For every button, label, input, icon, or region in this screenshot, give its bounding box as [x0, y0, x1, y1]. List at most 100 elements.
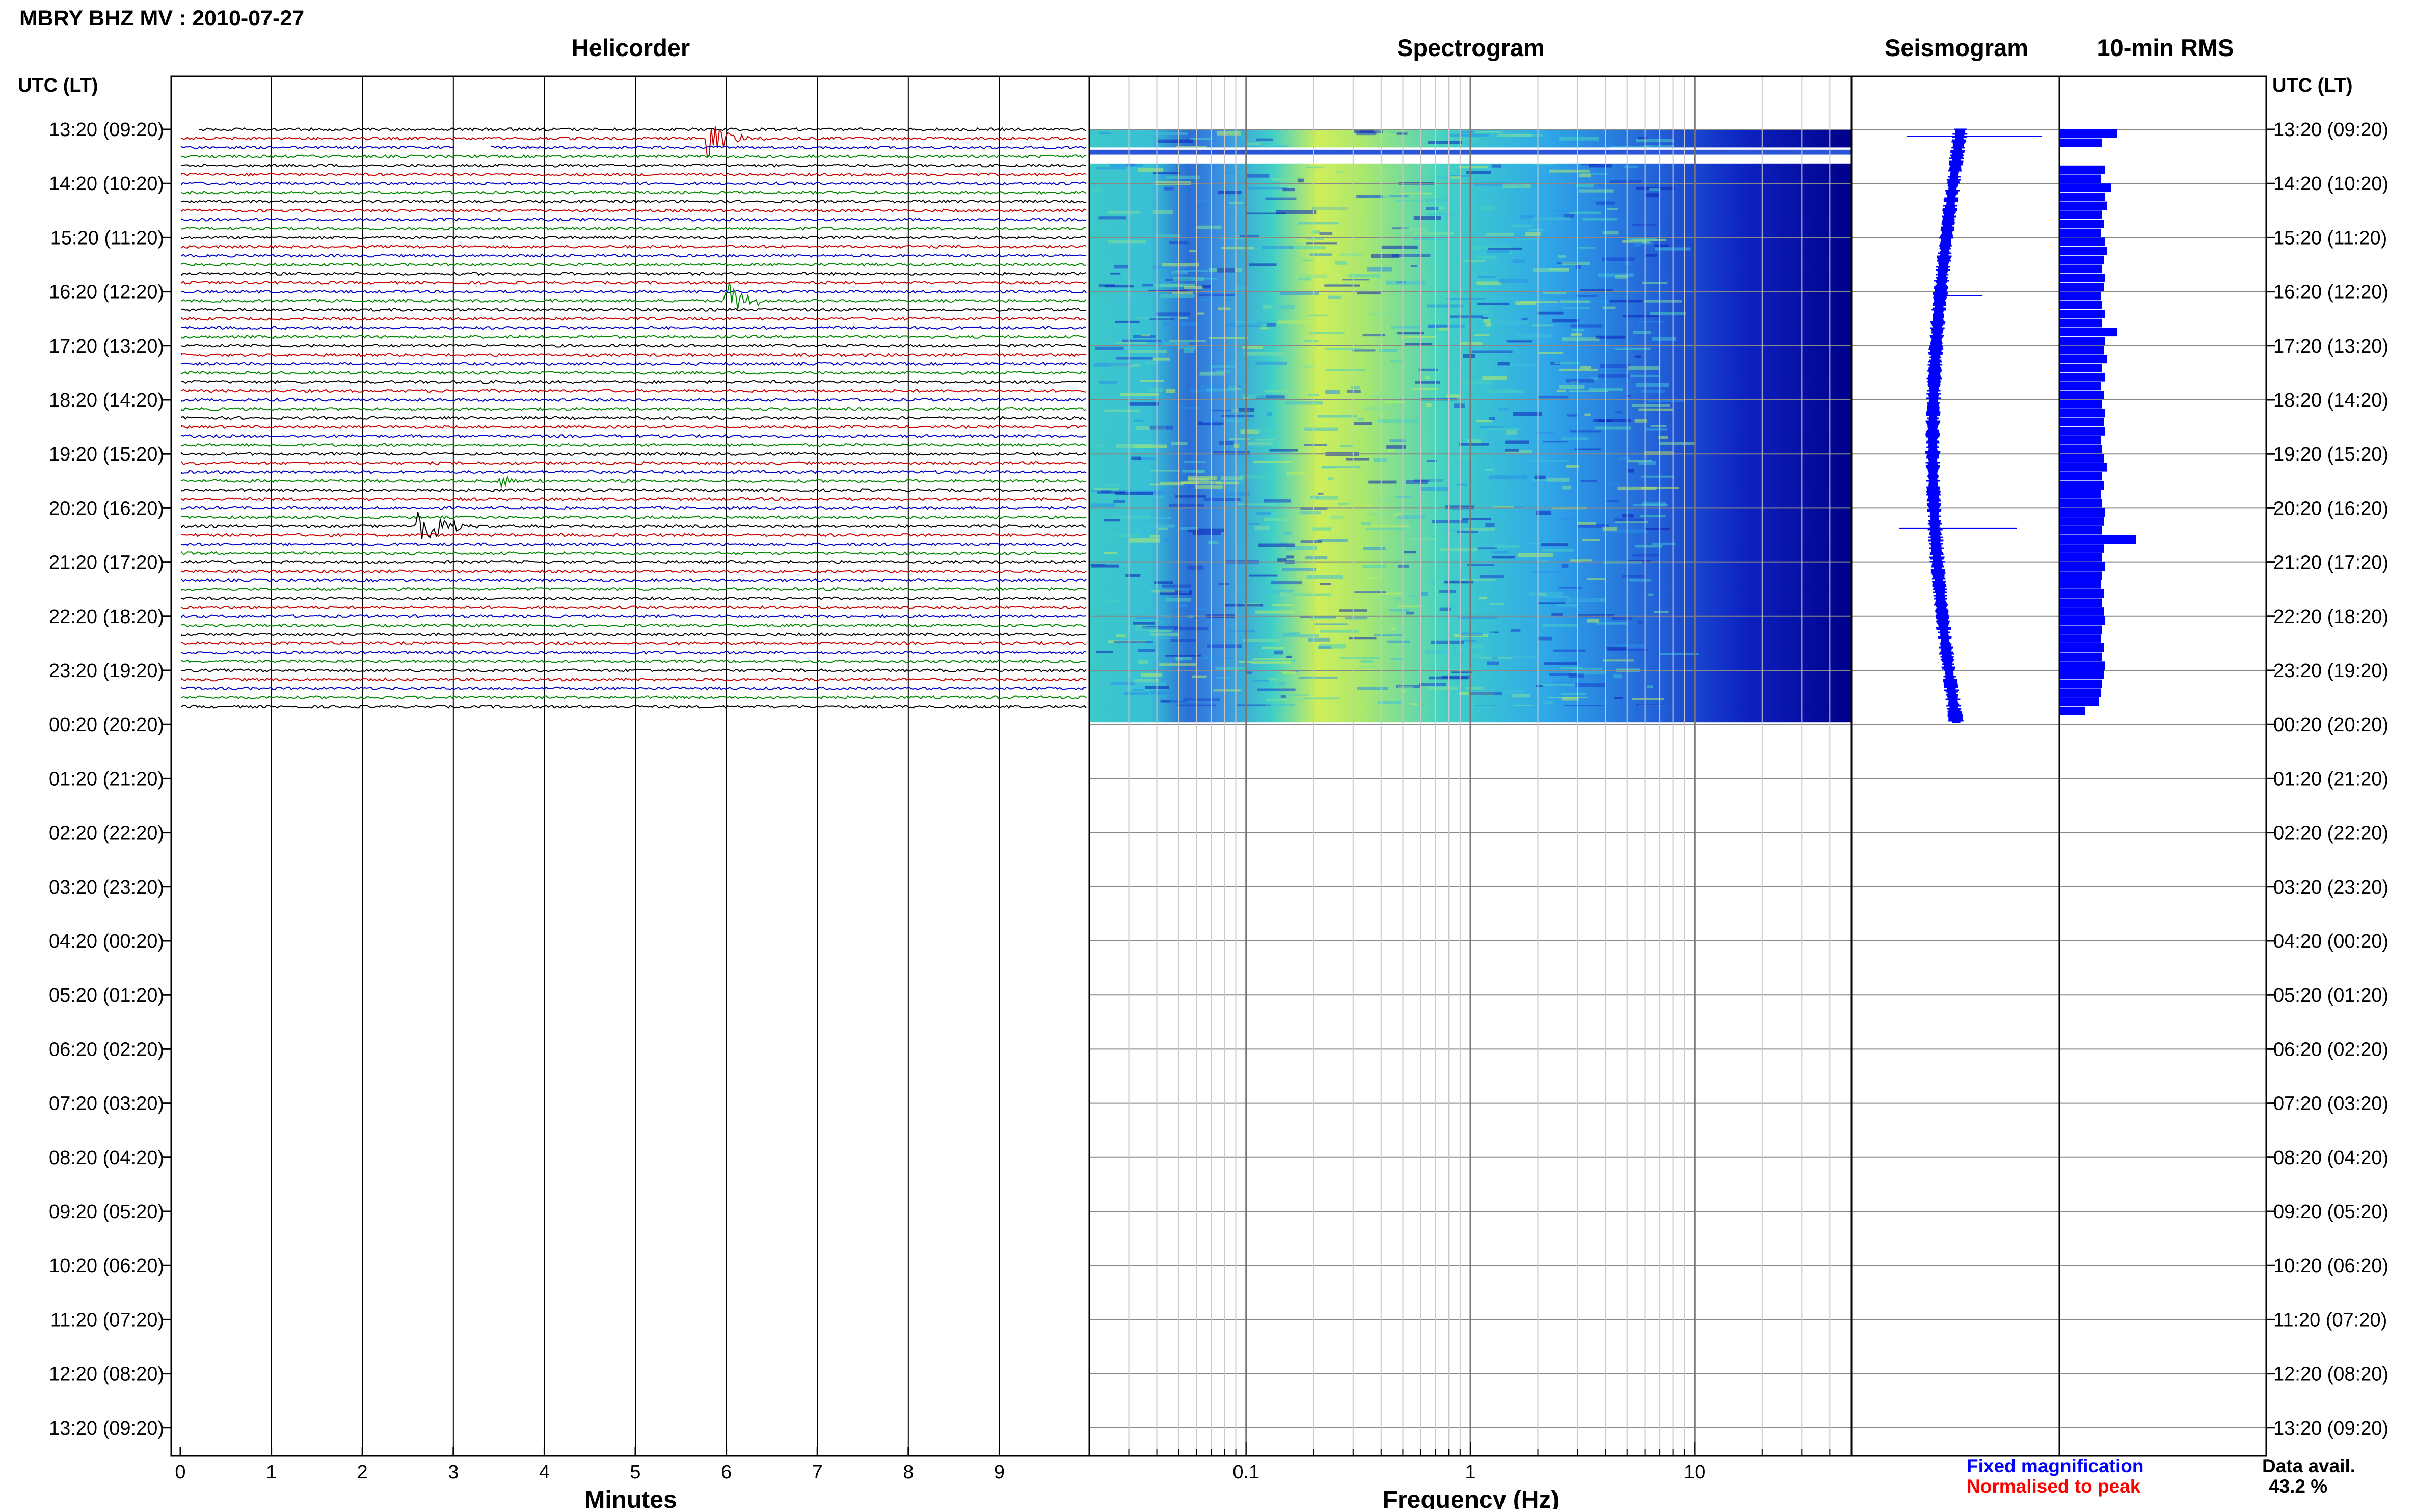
spectrogram-streak: [1346, 458, 1370, 461]
spectrogram-streak: [1115, 342, 1147, 344]
spectrogram-streak: [1264, 390, 1298, 393]
spectrogram-streak: [1588, 164, 1612, 168]
spectrogram-streak: [1216, 481, 1239, 485]
spectrogram-streak: [1210, 410, 1241, 412]
spectrogram-streak: [1427, 304, 1464, 308]
spectrogram-streak: [1626, 237, 1657, 242]
time-label-left: 05:20 (01:20): [49, 985, 164, 1006]
spectrogram-streak: [1370, 395, 1398, 397]
spectrogram-streak: [1356, 195, 1383, 198]
rms-bar: [2059, 345, 2104, 355]
spectrogram-streak: [1318, 644, 1346, 649]
rms-bar: [2059, 282, 2104, 291]
minute-tick-label: 4: [539, 1462, 550, 1483]
spectrogram-streak: [1534, 475, 1546, 480]
spectrogram-streak: [1304, 340, 1319, 342]
spectrogram-streak: [1322, 466, 1361, 468]
spectrogram-streak: [1250, 661, 1291, 664]
spectrogram-streak: [1147, 132, 1188, 135]
spectrogram-streak: [1128, 350, 1167, 353]
spectrogram-streak: [1104, 519, 1120, 522]
helicorder-trace-row: [181, 334, 1087, 339]
spectrogram-streak: [1543, 701, 1553, 704]
spectrogram-streak: [1554, 681, 1595, 683]
spectrogram-streak: [1160, 481, 1199, 484]
spectrogram-streak: [1446, 394, 1461, 398]
spectrogram-streak: [1544, 662, 1577, 665]
spectrogram-streak: [1425, 376, 1430, 380]
spectrogram-streak: [1506, 690, 1524, 693]
spectrogram-streak: [1177, 345, 1197, 349]
spectrogram-streak: [1291, 593, 1331, 596]
figure-title: MBRY BHZ MV : 2010-07-27: [19, 6, 304, 31]
spectrogram-streak: [1541, 543, 1568, 546]
spectrogram-streak: [1110, 164, 1143, 167]
panel-title-seismogram: Seismogram: [1885, 34, 2028, 61]
spectrogram-streak: [1345, 617, 1368, 620]
spectrogram-streak: [1308, 314, 1328, 317]
spectrogram-streak: [1427, 213, 1467, 216]
rms-bar: [2059, 634, 2101, 643]
spectrogram-streak: [1162, 342, 1189, 346]
time-label-right: 08:20 (04:20): [2273, 1147, 2389, 1169]
spectrogram-streak: [1475, 255, 1497, 259]
spectrogram-streak: [1505, 440, 1529, 444]
spectrogram-streak: [1563, 214, 1575, 218]
spectrogram-streak: [1622, 575, 1646, 578]
spectrogram-streak: [1373, 634, 1403, 636]
time-labels: 13:20 (09:20) 13:20 (09:20) 14:20 (10:20) 1…: [49, 119, 2389, 1483]
spectrogram-streak: [1184, 461, 1206, 463]
spectrogram-streak: [1404, 551, 1416, 554]
rms-bar: [2059, 228, 2101, 237]
helicorder-trace-row: [181, 533, 1087, 537]
rms-bar: [2059, 274, 2105, 282]
minute-tick-label: 9: [994, 1462, 1005, 1483]
time-label-right: 12:20 (08:20): [2273, 1364, 2389, 1385]
spectrogram-streak: [1340, 445, 1353, 447]
spectrogram-streak: [1279, 682, 1285, 685]
spectrogram-streak: [1277, 320, 1317, 324]
spectrogram-streak: [1491, 164, 1502, 168]
spectrogram-streak: [1633, 504, 1668, 506]
spectrogram-streak: [1208, 541, 1219, 544]
spectrogram-streak: [1253, 460, 1294, 463]
spectrogram-streak: [1439, 607, 1451, 612]
helicorder-trace-row: [181, 668, 1087, 673]
helicorder-trace-row: [181, 614, 1087, 619]
spectrogram-streak: [1413, 216, 1441, 220]
spectrogram-streak: [1345, 504, 1354, 508]
spectrogram-streak: [1153, 172, 1180, 175]
spectrogram-streak: [1549, 169, 1590, 173]
xlabel-frequency: Frequency (Hz): [1383, 1487, 1560, 1509]
spectrogram-streak: [1149, 483, 1184, 486]
spectrogram-streak: [1543, 596, 1569, 598]
spectrogram-streak: [1182, 470, 1205, 473]
spectrogram-streak: [1217, 268, 1235, 273]
spectrogram-streak: [1633, 331, 1651, 334]
spectrogram-streak: [1485, 469, 1494, 471]
spectrogram-streak: [1506, 340, 1533, 343]
rms-bar: [2059, 526, 2102, 535]
spectrogram-streak: [1389, 360, 1403, 363]
helicorder-trace-row: [181, 416, 1087, 420]
spectrogram-streak: [1392, 254, 1431, 257]
spectrogram-streak: [1298, 278, 1311, 281]
spectrogram-streak: [1280, 592, 1303, 596]
spectrogram-streak: [1340, 657, 1380, 659]
rms-bar: [2059, 220, 2104, 228]
rms-bar: [2059, 463, 2107, 472]
spectrogram-streak: [1615, 275, 1628, 279]
spectrogram-streak: [1380, 245, 1418, 249]
spectrogram-streak: [1310, 495, 1319, 499]
spectrogram-streak: [1308, 637, 1330, 642]
spectrogram-streak: [1481, 317, 1488, 319]
spectrogram-streak: [1608, 649, 1649, 652]
spectrogram-streak: [1151, 590, 1175, 593]
helicorder-trace-row: [181, 515, 1087, 520]
spectrogram-streak: [1626, 395, 1631, 397]
spectrogram-streak: [1458, 166, 1488, 169]
spectrogram-streak: [1386, 445, 1406, 449]
spectrogram-streak: [1615, 644, 1644, 648]
spectrogram-streak: [1650, 425, 1667, 427]
spectrogram-streak: [1175, 657, 1192, 661]
